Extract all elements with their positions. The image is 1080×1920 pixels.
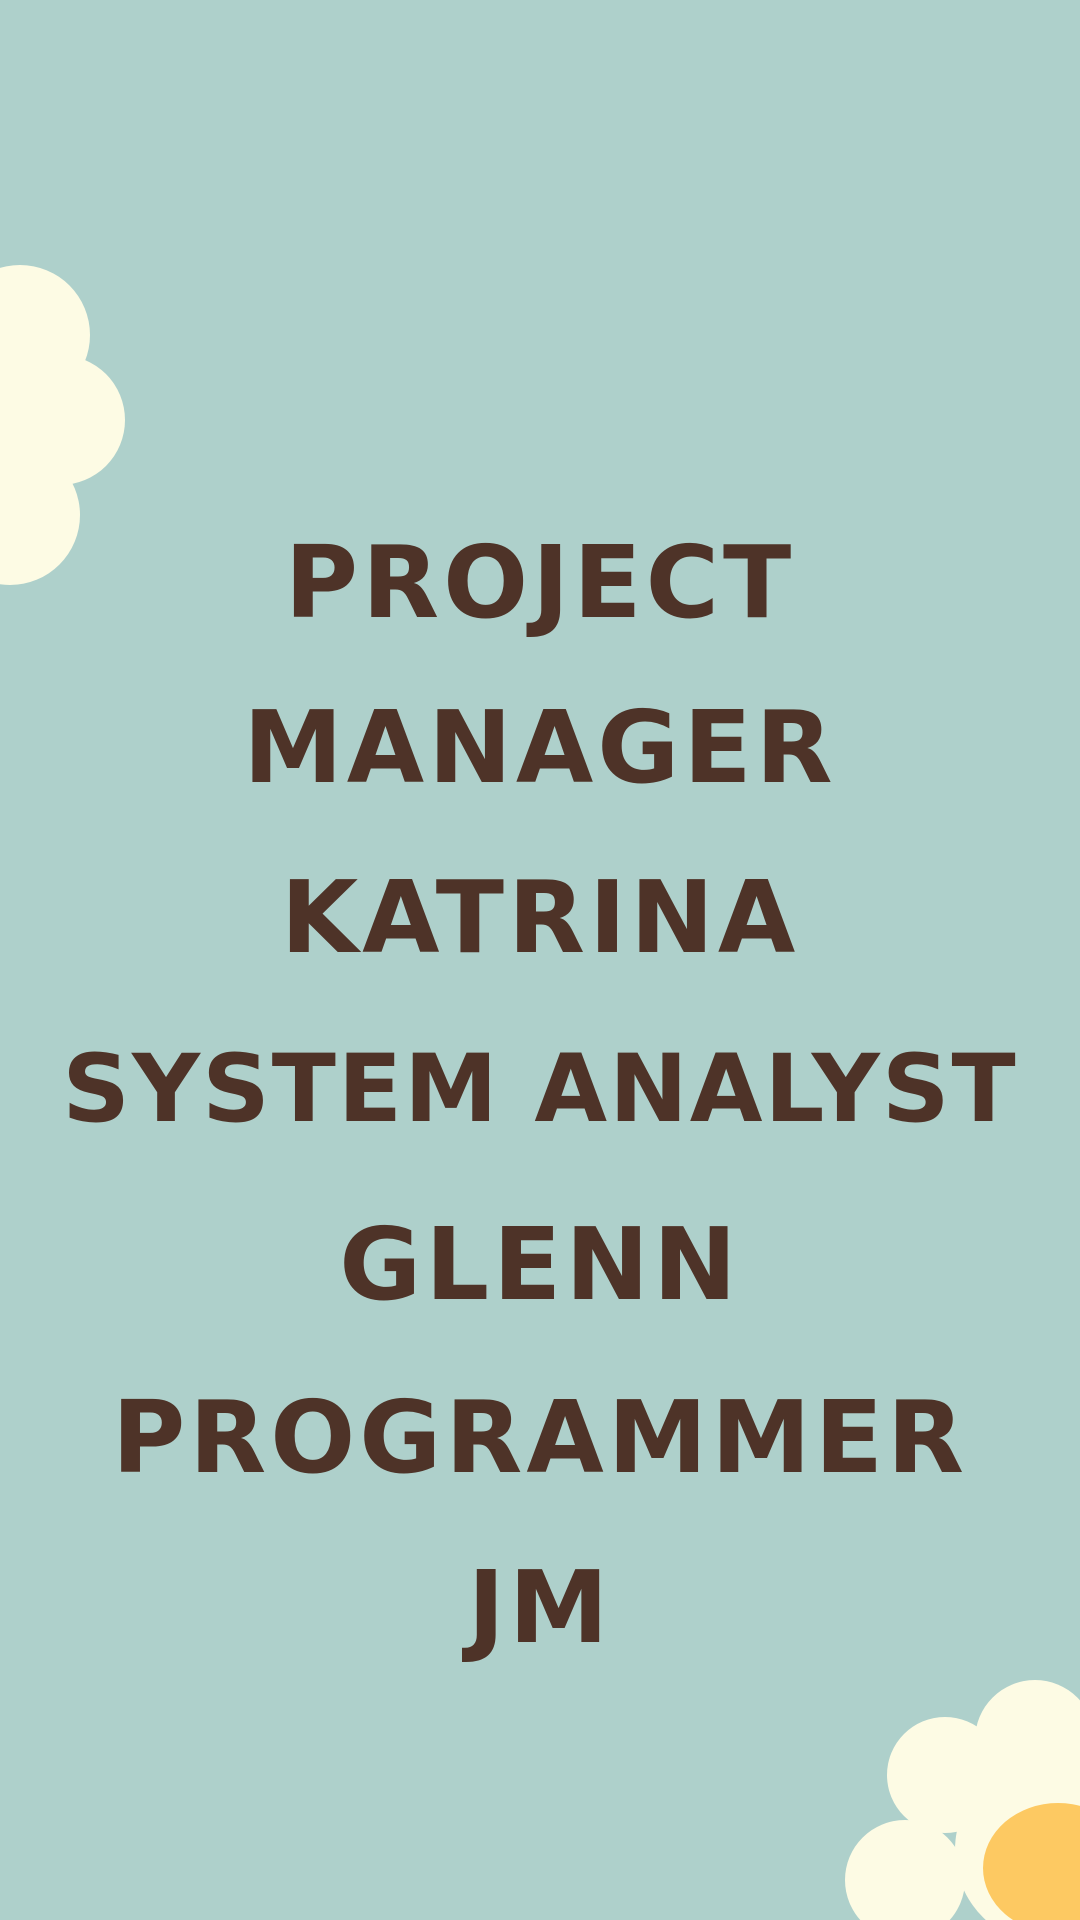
flower-center-icon (983, 1803, 1080, 1920)
flower-top-left-icon (0, 265, 125, 585)
role-project-manager-line2: MANAGER (243, 689, 837, 806)
member-name-glenn: GLENN (339, 1206, 741, 1323)
team-roles: PROJECT MANAGER KATRINA SYSTEM ANALYST G… (0, 503, 1080, 1703)
role-programmer: PROGRAMMER (111, 1379, 969, 1496)
member-name-katrina: KATRINA (280, 859, 800, 976)
role-system-analyst: SYSTEM ANALYST (62, 1035, 1018, 1144)
role-project-manager-line1: PROJECT (284, 524, 796, 641)
flower-bottom-right-icon (845, 1680, 1080, 1920)
member-name-jm: JM (467, 1549, 613, 1666)
